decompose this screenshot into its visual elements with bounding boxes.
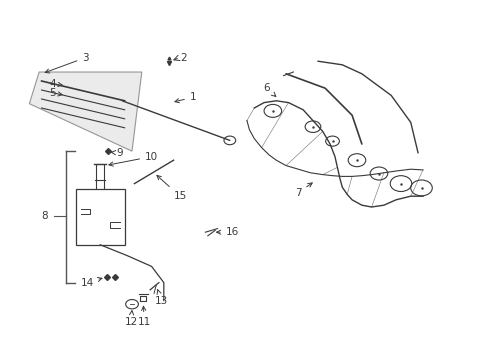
Text: 3: 3 (45, 53, 89, 73)
Text: 2: 2 (180, 53, 186, 63)
Text: 4: 4 (49, 78, 62, 89)
Text: 16: 16 (216, 227, 239, 237)
Polygon shape (29, 72, 142, 151)
Text: 8: 8 (41, 211, 48, 221)
Text: 10: 10 (109, 152, 158, 166)
Text: 7: 7 (294, 183, 312, 198)
Text: 14: 14 (80, 278, 102, 288)
Text: 5: 5 (49, 88, 62, 98)
Text: 13: 13 (154, 290, 168, 306)
Text: 9: 9 (111, 148, 123, 158)
Text: 11: 11 (137, 306, 151, 327)
FancyBboxPatch shape (76, 189, 124, 245)
Text: 12: 12 (124, 311, 138, 327)
Text: 15: 15 (157, 175, 186, 201)
Text: 1: 1 (175, 92, 196, 103)
Text: 6: 6 (263, 83, 275, 96)
